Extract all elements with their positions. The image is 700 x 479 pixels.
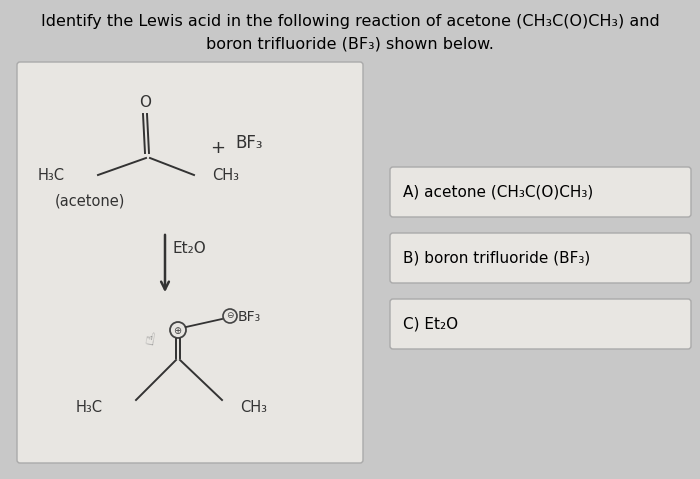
Text: BF₃: BF₃: [235, 134, 262, 152]
FancyBboxPatch shape: [390, 299, 691, 349]
Text: BF₃: BF₃: [238, 310, 261, 324]
Text: H₃C: H₃C: [38, 168, 65, 182]
FancyBboxPatch shape: [17, 62, 363, 463]
Text: H₃C: H₃C: [76, 400, 103, 415]
Text: CH₃: CH₃: [212, 168, 239, 182]
Text: boron trifluoride (BF₃) shown below.: boron trifluoride (BF₃) shown below.: [206, 36, 494, 51]
Text: C) Et₂O: C) Et₂O: [403, 317, 458, 331]
Text: Identify the Lewis acid in the following reaction of acetone (CH₃C(O)CH₃) and: Identify the Lewis acid in the following…: [41, 14, 659, 29]
Text: ⊖: ⊖: [226, 311, 234, 320]
Text: ☝: ☝: [144, 330, 157, 350]
FancyBboxPatch shape: [390, 167, 691, 217]
Text: O: O: [139, 95, 151, 110]
Text: B) boron trifluoride (BF₃): B) boron trifluoride (BF₃): [403, 251, 590, 265]
Text: A) acetone (CH₃C(O)CH₃): A) acetone (CH₃C(O)CH₃): [403, 184, 594, 199]
Text: CH₃: CH₃: [240, 400, 267, 415]
Text: Et₂O: Et₂O: [173, 240, 206, 255]
FancyBboxPatch shape: [390, 233, 691, 283]
Text: +: +: [210, 139, 225, 157]
Text: (acetone): (acetone): [55, 193, 125, 208]
Text: ⊕: ⊕: [173, 326, 181, 335]
